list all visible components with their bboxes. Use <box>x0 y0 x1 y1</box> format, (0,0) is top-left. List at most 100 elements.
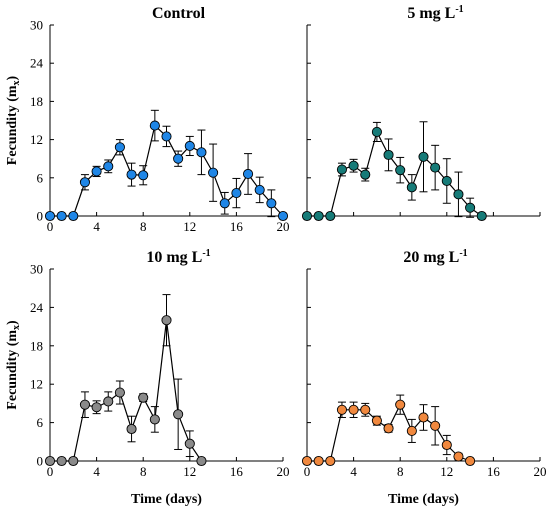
data-point <box>114 387 125 398</box>
y-tick-label: 30 <box>30 18 43 33</box>
x-tick-label: 20 <box>534 464 547 479</box>
data-point <box>277 210 289 222</box>
panel-title: 10 mg L-1 <box>146 248 210 266</box>
data-point <box>103 396 114 407</box>
data-point <box>313 210 324 222</box>
y-axis-label-main: Fecundity (m <box>5 330 20 410</box>
data-point <box>184 438 195 449</box>
data-point <box>161 315 172 326</box>
panel-4: 0 4 8 12 16 20 20 mg L-1 Time (days) <box>301 248 547 507</box>
data-point <box>336 404 348 415</box>
data-point <box>430 162 441 173</box>
x-tick-label: 0 <box>304 464 311 479</box>
panel-title-main: 5 mg L <box>407 5 455 22</box>
x-tick-label: 4 <box>93 464 100 479</box>
y-axis-label-tail: ) <box>5 320 20 325</box>
panel-title-main: Control <box>152 5 206 22</box>
y-axis-label-tail: ) <box>5 75 20 80</box>
data-point <box>430 420 441 431</box>
panel-2: 5 mg L-1 <box>301 4 541 222</box>
x-tick-label: 16 <box>487 464 501 479</box>
panel-title: 5 mg L-1 <box>407 4 463 22</box>
data-point <box>68 455 79 467</box>
data-point <box>383 149 394 160</box>
data-point <box>453 451 464 462</box>
panel-title: Control <box>152 5 206 22</box>
y-tick-label: 12 <box>30 132 43 147</box>
panel-title-superscript: -1 <box>455 4 463 15</box>
data-point <box>91 166 102 177</box>
data-point <box>184 140 195 152</box>
data-point <box>79 177 90 188</box>
panel-3: 0 4 8 12 16 20 0 6 12 18 24 30 10 mg L-1 Fecundity (m… <box>5 248 290 507</box>
data-point <box>383 423 394 434</box>
data-point <box>138 392 149 403</box>
data-point <box>325 210 336 222</box>
data-point <box>441 439 452 451</box>
data-point <box>196 455 207 467</box>
panel-title: 20 mg L-1 <box>403 248 467 266</box>
data-point <box>371 415 382 426</box>
y-axis-label-main: Fecundity (m <box>5 85 20 165</box>
data-point <box>465 455 476 467</box>
data-point <box>173 409 184 420</box>
data-point <box>360 169 371 180</box>
data-point <box>208 167 219 178</box>
data-point <box>348 160 359 171</box>
data-point <box>418 151 429 162</box>
x-tick-label: 4 <box>350 464 357 479</box>
data-point <box>301 455 313 467</box>
panel-title-main: 10 mg L <box>146 249 202 266</box>
x-tick-label: 16 <box>230 464 244 479</box>
y-axis-label-subscript: x <box>11 80 22 85</box>
data-point <box>418 412 429 423</box>
data-point <box>149 120 160 131</box>
data-point <box>161 131 172 142</box>
data-point <box>79 399 90 410</box>
x-axis-label: Time (days) <box>131 492 202 507</box>
y-axis-label-subscript: x <box>11 325 22 330</box>
data-point <box>325 455 336 467</box>
x-tick-label: 16 <box>230 219 244 234</box>
x-tick-label: 8 <box>397 464 404 479</box>
data-point <box>44 210 56 222</box>
data-point <box>56 455 67 467</box>
y-tick-label: 24 <box>30 300 44 315</box>
data-point <box>465 202 476 213</box>
series-line <box>50 320 202 462</box>
data-point <box>242 168 254 180</box>
series-line <box>307 130 483 217</box>
data-point <box>313 455 324 467</box>
x-tick-label: 20 <box>277 464 290 479</box>
data-point <box>254 184 265 195</box>
panel-title-superscript: -1 <box>202 248 210 259</box>
y-tick-label: 0 <box>37 209 44 224</box>
y-axis-label: Fecundity (mx) <box>5 75 22 165</box>
y-tick-label: 6 <box>37 170 44 185</box>
data-point <box>360 404 371 415</box>
data-point <box>406 425 417 436</box>
panel-title-superscript: -1 <box>459 248 467 259</box>
x-axis-label: Time (days) <box>388 492 459 507</box>
data-point <box>476 210 487 222</box>
data-point <box>114 142 125 153</box>
data-point <box>68 210 79 222</box>
data-point <box>371 126 382 138</box>
y-tick-label: 24 <box>30 56 44 71</box>
y-tick-label: 6 <box>37 415 44 430</box>
data-point <box>56 210 67 222</box>
y-axis-label: Fecundity (mx) <box>5 320 22 410</box>
panel-title-main: 20 mg L <box>403 249 459 266</box>
data-point <box>91 402 102 413</box>
y-tick-label: 18 <box>30 338 43 353</box>
data-point <box>406 182 417 193</box>
x-tick-label: 12 <box>183 464 196 479</box>
data-point <box>126 423 137 435</box>
x-tick-label: 0 <box>47 219 54 234</box>
x-tick-label: 8 <box>140 219 147 234</box>
data-point <box>231 188 242 199</box>
data-point <box>126 169 137 180</box>
data-point <box>453 189 464 200</box>
x-tick-label: 12 <box>440 464 453 479</box>
data-point <box>266 198 277 209</box>
